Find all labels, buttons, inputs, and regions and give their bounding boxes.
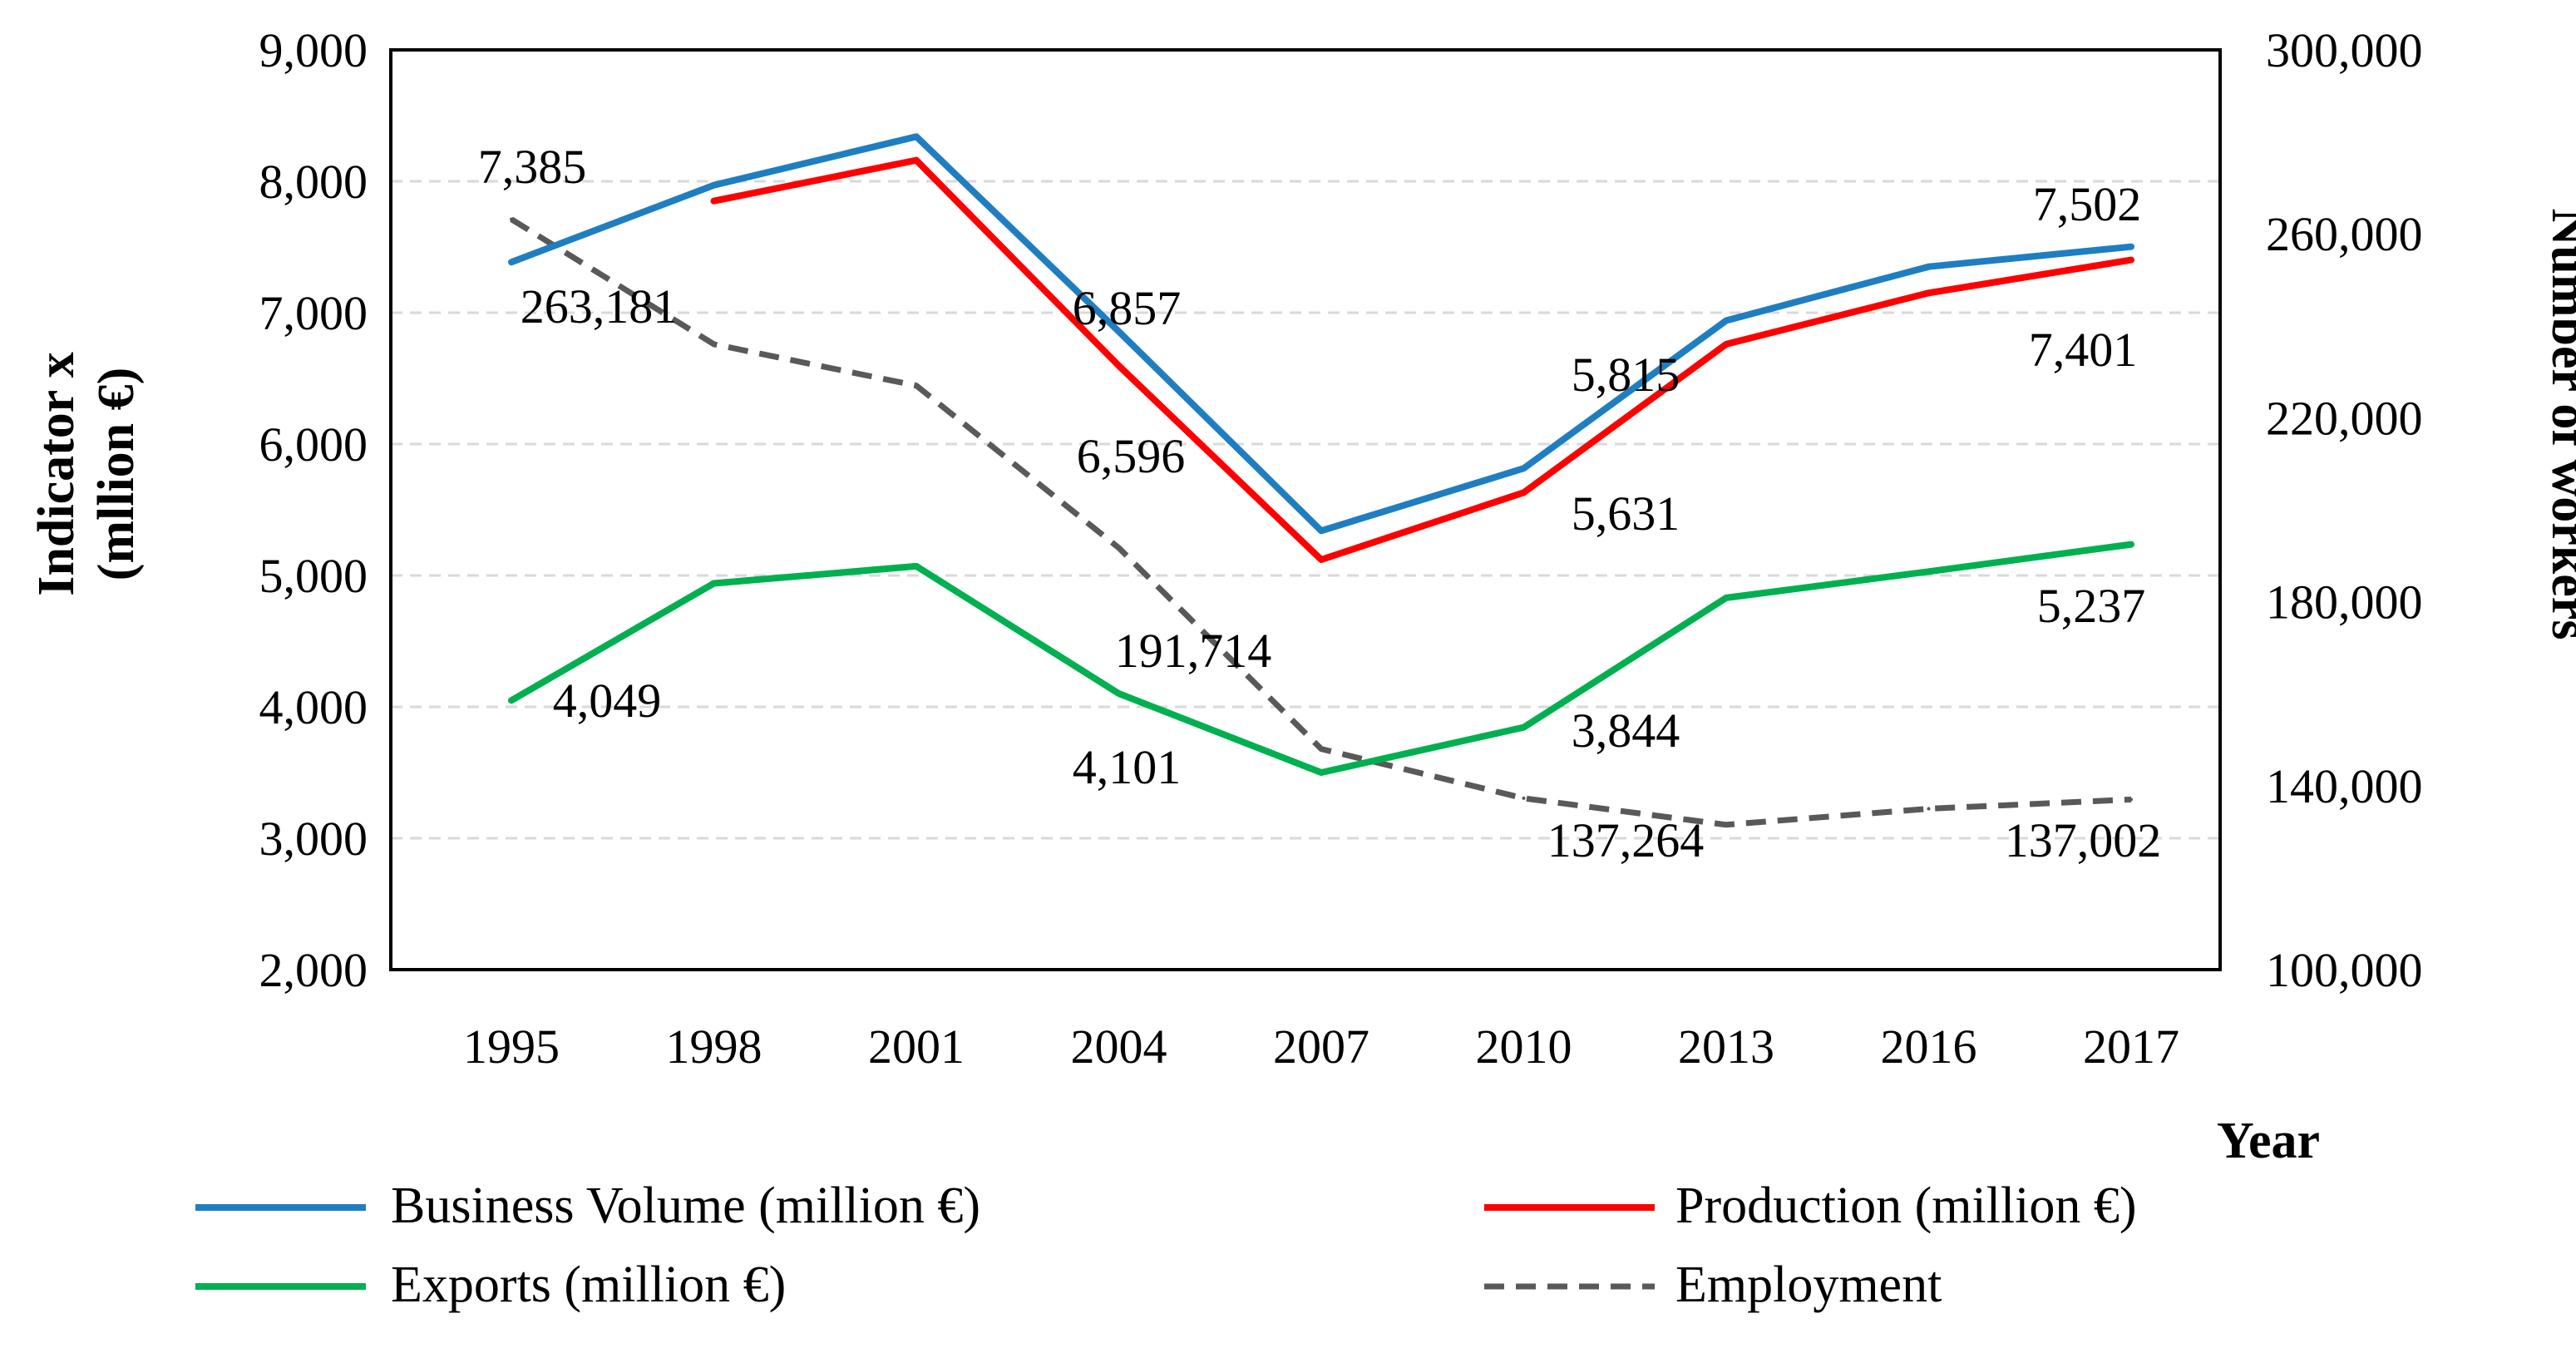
data-point (1725, 342, 1728, 346)
y-tick-left: 4,000 (259, 680, 368, 734)
y-tick-right: 140,000 (2266, 759, 2423, 813)
data-point (1320, 771, 1323, 774)
x-tick: 2013 (1678, 1020, 1774, 1074)
series-lines (508, 133, 2134, 828)
data-point (915, 158, 918, 162)
data-label: 4,049 (553, 674, 662, 728)
y-tick-right: 300,000 (2266, 23, 2423, 77)
y-tick-right: 100,000 (2266, 943, 2423, 997)
y-tick-left: 2,000 (259, 943, 368, 997)
series-line-employment (510, 216, 2132, 828)
data-label: 7,502 (2033, 177, 2142, 231)
data-point (712, 199, 716, 203)
data-label: 137,002 (2005, 813, 2162, 867)
data-point (915, 383, 918, 388)
y-axis-left-title-line1: Indicator x (28, 352, 85, 595)
x-tick: 1998 (666, 1020, 762, 1074)
data-point (510, 217, 513, 221)
y-tick-left: 6,000 (259, 417, 368, 472)
data-point (1725, 318, 1728, 323)
plot-area-border (389, 48, 2222, 971)
data-point (1117, 692, 1121, 696)
data-label: 5,237 (2037, 579, 2146, 633)
series-line-production-million (710, 156, 2134, 563)
series-line-exports-million (508, 541, 2134, 776)
legend-label: Business Volume (million €) (391, 1178, 980, 1234)
y-tick-left: 8,000 (259, 155, 368, 209)
data-point (1927, 264, 1931, 269)
y-axis-left-title-line2: (mllion €) (88, 368, 145, 581)
data-point (1117, 329, 1121, 333)
data-point (712, 581, 716, 585)
data-point (1320, 529, 1323, 533)
y-tick-left: 7,000 (259, 286, 368, 340)
y-tick-left: 5,000 (259, 549, 368, 603)
data-point (1522, 796, 1526, 800)
data-point (2129, 258, 2133, 262)
data-label: 7,401 (2029, 323, 2138, 377)
x-tick: 2004 (1071, 1020, 1167, 1074)
legend-label: Exports (million €) (391, 1257, 786, 1313)
data-point (915, 135, 918, 139)
data-point (1927, 570, 1931, 574)
data-point (915, 564, 918, 568)
x-tick: 2010 (1476, 1020, 1572, 1074)
data-point (2129, 244, 2133, 249)
data-label: 6,857 (1073, 281, 1182, 335)
y-tick-right: 260,000 (2266, 207, 2423, 261)
data-point (1927, 807, 1931, 811)
x-tick: 2016 (1881, 1020, 1977, 1074)
data-point (2129, 797, 2133, 802)
data-label: 137,264 (1547, 813, 1705, 867)
data-point (1522, 467, 1526, 471)
data-label: 5,815 (1572, 348, 1680, 402)
data-point (1927, 291, 1931, 295)
data-point (1320, 747, 1323, 751)
x-tick: 2001 (868, 1020, 965, 1074)
data-labels: 7,385 6,857 5,815 7,502 6,596 5,631 7,401 4,049… (478, 140, 2162, 867)
data-point (510, 260, 513, 264)
x-tick: 2007 (1273, 1020, 1369, 1074)
y-tick-right: 220,000 (2266, 391, 2423, 445)
data-point (1117, 363, 1121, 368)
data-label: 7,385 (478, 140, 587, 194)
data-point (2129, 542, 2133, 546)
y-tick-right: 180,000 (2266, 575, 2423, 630)
x-tick: 1995 (463, 1020, 560, 1074)
data-point (1522, 725, 1526, 729)
x-axis-title: Year (2217, 1113, 2320, 1169)
legend-label: Employment (1675, 1257, 1942, 1313)
data-point (1117, 546, 1121, 550)
data-label: 4,101 (1073, 740, 1182, 794)
y-tick-left: 3,000 (259, 812, 368, 866)
data-label: 191,714 (1115, 624, 1272, 678)
data-point (1725, 595, 1728, 600)
data-point (1725, 822, 1728, 827)
data-label: 263,181 (521, 279, 678, 333)
data-label: 5,631 (1572, 486, 1680, 541)
y-tick-left: 9,000 (259, 23, 368, 77)
x-tick: 2017 (2083, 1020, 2179, 1074)
data-label: 6,596 (1077, 429, 1186, 483)
x-axis-ticks: 1995 1998 2001 2004 2007 2010 2013 2016 2017 (463, 1020, 2179, 1074)
y-axis-right-ticks: 100,000 140,000 180,000 220,000 260,000 300,0… (2266, 23, 2423, 997)
data-point (510, 699, 513, 703)
data-point (1320, 558, 1323, 562)
data-point (712, 342, 716, 346)
y-axis-left-ticks: 2,000 3,000 4,000 5,000 6,000 7,000 8,000 9,000 (259, 23, 368, 997)
legend: Business Volume (million €) Production (m… (195, 1178, 2137, 1313)
y-axis-right-title: Number of workers (2541, 209, 2576, 640)
data-point (712, 183, 716, 187)
legend-label: Production (million €) (1675, 1178, 2137, 1234)
data-label: 3,844 (1572, 704, 1680, 758)
data-point (1522, 491, 1526, 495)
